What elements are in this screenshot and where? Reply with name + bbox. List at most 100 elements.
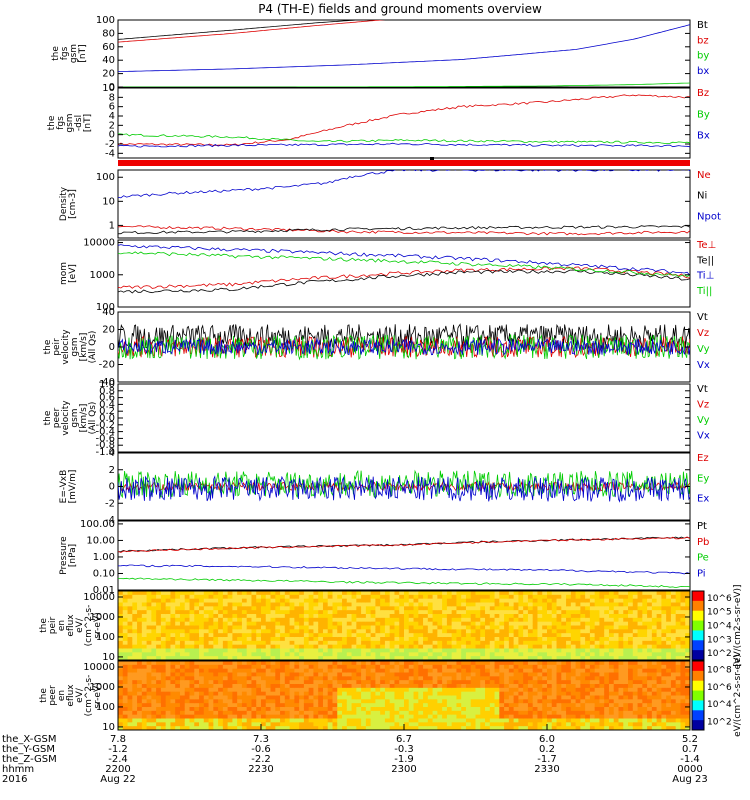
ytick-label-4-4: 40	[102, 307, 115, 318]
ytick-label-5-3: -0.4	[95, 427, 115, 438]
series-Ex-6	[118, 475, 690, 503]
ytick-label-7-1: 0.10	[93, 568, 115, 579]
ytick-label-1-6: 8	[109, 92, 115, 103]
ytick-label-2-1: 10	[102, 196, 115, 207]
ytick-label-5-7: 0.4	[99, 399, 115, 410]
ylabel-8-5: (cm^2-s-	[84, 605, 94, 647]
ytick-label-4-1: -20	[99, 360, 115, 371]
xaxis-value-2-0: 6.7	[396, 734, 412, 745]
ylabel-5-1: peer	[52, 407, 62, 428]
ylabel-4-1: peir	[52, 338, 62, 356]
ylabel-8-0: the	[39, 618, 49, 633]
ytick-label-4-3: 20	[102, 325, 115, 336]
ylabel-4-2: velocity	[61, 329, 71, 365]
ytick-label-3-2: 10000	[83, 238, 115, 249]
series-Te⊥-3	[118, 266, 690, 290]
series-bz-0	[118, 20, 386, 43]
ylabel-9-6: sr-eV)	[93, 682, 103, 708]
series-Pb-7	[118, 536, 690, 553]
ytick-label-9-3: 10000	[83, 662, 115, 673]
ylabel-3-0: mom	[59, 262, 69, 285]
series-by-0	[118, 82, 690, 87]
ylabel-1-3: -dsl	[74, 115, 84, 131]
colorbar-tick-9-1: 10^4	[707, 700, 732, 710]
colorbar-tick-8-4: 10^6	[707, 594, 732, 604]
colorbar-9	[691, 660, 705, 731]
heatmap-8	[118, 591, 690, 660]
series-Bz-1	[118, 94, 690, 146]
series-Bt-0	[118, 20, 363, 40]
panel-series-2	[118, 170, 690, 236]
legend-Pi-7: Pi	[697, 568, 706, 579]
ytick-label-2-2: 100	[96, 172, 115, 183]
ytick-label-8-3: 10000	[83, 592, 115, 603]
ylabel-1-0: the	[47, 115, 57, 130]
panel-frame-7	[117, 520, 691, 591]
legend-Te||-3: Te||	[696, 255, 714, 266]
legend-Ex-6: Ex	[697, 494, 709, 505]
plot-title: P4 (TH-E) fields and ground moments over…	[258, 2, 542, 16]
legend-Vy-5: Vy	[697, 415, 710, 426]
panel-series-6	[118, 469, 690, 503]
ylabel-5-5: (All Qs)	[88, 402, 98, 435]
ylabel-5-4: [km/s]	[79, 404, 89, 433]
legend-Pt-7: Pt	[697, 521, 707, 532]
ylabel-1-4: [nT]	[83, 114, 93, 132]
ytick-label-5-0: -1.0	[95, 447, 115, 458]
ylabel-4-4: [km/s]	[79, 333, 89, 362]
legend-Vz-5: Vz	[697, 400, 709, 411]
ylabel-9-3: eflux	[66, 684, 76, 707]
series-By-1	[118, 133, 690, 144]
ylabel-9-1: peer	[48, 685, 58, 706]
ylabel-4-0: the	[43, 339, 53, 354]
panel-series-7	[118, 536, 690, 589]
ytick-label-0-2: 40	[102, 55, 115, 66]
ylabel-8-6: sr-eV)	[93, 612, 103, 638]
ytick-label-7-4: 100.00	[80, 519, 115, 530]
legend-Ti⊥-3: Ti⊥	[696, 271, 714, 282]
series-Npot-2	[118, 170, 690, 199]
legend-Ez-6: Ez	[697, 453, 709, 464]
ytick-label-5-8: 0.6	[99, 393, 115, 404]
xaxis-row-label-3: hhmm	[2, 764, 34, 775]
ylabel-6-1: [mV/m]	[68, 470, 78, 504]
ytick-label-5-1: -0.8	[95, 440, 115, 451]
ylabel-5-2: velocity	[61, 400, 71, 436]
ylabel-8-4: eV/	[75, 617, 85, 633]
flag-mark	[430, 157, 434, 160]
colorbar-label-9: eV/(cm^2-s-sr-eV)	[733, 654, 743, 737]
colorbar-label-8: [eV/(cm2-s-sr-eV)]	[733, 584, 743, 666]
xaxis-value-1-2: -2.2	[251, 754, 271, 765]
ytick-label-6-2: 0	[109, 482, 115, 493]
xaxis-value-4-2: -1.4	[680, 754, 700, 765]
legend-Te⊥-3: Te⊥	[696, 240, 716, 251]
series-Ni-2	[118, 225, 690, 235]
colorbar-tick-8-0: 10^2	[707, 649, 732, 659]
legend-Ni-2: Ni	[697, 191, 707, 202]
xaxis-value-2-2: -1.9	[394, 754, 414, 765]
colorbar-tick-8-3: 10^5	[707, 608, 732, 618]
ytick-label-1-5: 6	[109, 102, 115, 113]
heatmap-9	[118, 661, 690, 730]
panel-series-4	[118, 323, 690, 361]
ylabel-6-0: E=-VxB	[59, 470, 69, 504]
xaxis-row-label-2: the_Z-GSM	[2, 754, 57, 765]
panel-frame-2	[117, 169, 691, 239]
ytick-label-9-2: 1000	[90, 682, 115, 693]
ytick-label-3-0: 100	[96, 302, 115, 313]
legend-Vy-4: Vy	[697, 344, 710, 355]
ytick-label-4-2: 0	[109, 342, 115, 353]
xaxis-value-4-0: 5.2	[682, 734, 698, 745]
ytick-label-6-3: 2	[109, 465, 115, 476]
ylabel-1-1: fgs	[56, 116, 66, 130]
legend-Bz-1: Bz	[697, 88, 709, 99]
ylabel-8-3: eflux	[66, 614, 76, 637]
ytick-label-5-2: -0.6	[95, 433, 115, 444]
ylabel-2-0: Density	[59, 186, 69, 221]
series-Vx-4	[118, 337, 690, 356]
ytick-label-4-0: -40	[99, 377, 115, 388]
xaxis-row-label-4: 2016	[2, 774, 27, 785]
ytick-label-0-3: 60	[102, 42, 115, 53]
ylabel-3-1: [eV]	[68, 264, 78, 283]
ytick-label-1-3: 2	[109, 120, 115, 131]
